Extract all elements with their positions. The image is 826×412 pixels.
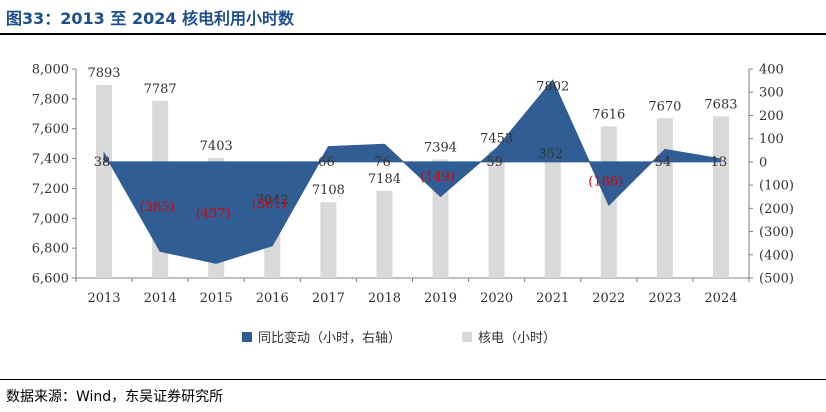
left-tick-label: 7,600 (32, 122, 69, 137)
x-tick-label: 2024 (704, 291, 737, 306)
x-tick-label: 2017 (312, 291, 345, 306)
bar-value-label: 7893 (87, 66, 120, 81)
x-tick-label: 2019 (424, 291, 457, 306)
figure-title: 图33：2013 至 2024 核电利用小时数 (6, 9, 295, 28)
bar-nuclear-hours (376, 190, 393, 278)
x-tick-label: 2018 (368, 291, 401, 306)
bar-value-label: 7042 (256, 193, 289, 208)
x-tick-label: 2013 (87, 291, 120, 306)
x-tick-label: 2016 (256, 291, 289, 306)
area-yoy-change (103, 79, 722, 264)
right-tick-label: (400) (759, 248, 794, 263)
bar-nuclear-hours (712, 116, 729, 278)
bar-nuclear-hours (96, 84, 113, 278)
right-tick-label: 200 (759, 109, 784, 124)
x-tick-label: 2022 (592, 291, 625, 306)
left-tick-label: 7,800 (32, 92, 69, 107)
right-tick-label: (200) (759, 202, 794, 217)
left-tick-label: 6,800 (32, 242, 69, 257)
data-label-layer: 7893 7787 7403 7042 7108 7184 7394 7453 7802 7616… (87, 66, 737, 222)
bar-value-label: 7403 (200, 139, 233, 154)
x-tick-label: 2015 (200, 291, 233, 306)
area-value-label: 352 (538, 147, 563, 162)
left-tick-label: 6,600 (32, 272, 69, 287)
area-value-label: 13 (711, 155, 728, 170)
left-tick-label: 7,000 (32, 212, 69, 227)
x-tick-label: 2023 (648, 291, 681, 306)
area-value-label: (385) (140, 200, 175, 215)
bar-value-label: 7108 (312, 183, 345, 198)
area-value-label: 76 (374, 155, 391, 170)
area-value-label: (186) (588, 175, 623, 190)
legend: 同比变动（小时，右轴） 核电（小时） (242, 330, 556, 346)
right-tick-label: 300 (759, 86, 784, 101)
left-tick-label: 7,200 (32, 182, 69, 197)
legend-label-yoy: 同比变动（小时，右轴） (258, 330, 401, 346)
area-value-label: 66 (318, 155, 335, 170)
area-value-label: (437) (196, 207, 231, 222)
bar-value-label: 7787 (144, 82, 177, 97)
left-tick-label: 7,400 (32, 152, 69, 167)
right-tick-label: 400 (759, 63, 784, 78)
right-tick-label: 100 (759, 132, 784, 147)
bar-value-label: 7453 (480, 132, 513, 147)
bar-value-label: 7683 (704, 97, 737, 112)
area-value-label: (361) (252, 197, 287, 212)
bar-value-label: 7802 (536, 80, 569, 95)
right-tick-label: (500) (759, 272, 794, 287)
x-tick-label: 2020 (480, 291, 513, 306)
legend-swatch-nuclear (462, 332, 472, 342)
legend-label-nuclear: 核电（小时） (478, 331, 556, 346)
source-note: 数据来源：Wind，东吴证券研究所 (6, 389, 224, 405)
bar-value-label: 7394 (424, 140, 457, 155)
top-rule (0, 33, 826, 35)
bar-nuclear-hours (656, 118, 673, 278)
area-value-label: 59 (486, 155, 503, 170)
right-tick-label: (100) (759, 179, 794, 194)
legend-swatch-yoy (242, 332, 252, 342)
bar-nuclear-hours (320, 202, 337, 278)
area-value-label: (149) (420, 170, 455, 185)
axis-layer: 6,600 6,800 7,000 7,200 7,400 7,600 7,800 8,000… (32, 63, 794, 307)
right-tick-label: (300) (759, 225, 794, 240)
bar-value-label: 7670 (648, 99, 681, 114)
bar-nuclear-hours (488, 150, 505, 278)
right-tick-label: 0 (759, 155, 767, 170)
bar-value-label: 7184 (368, 172, 401, 187)
area-value-label: 38 (94, 155, 111, 170)
area-layer (103, 79, 722, 264)
x-tick-label: 2014 (144, 291, 177, 306)
x-tick-label: 2021 (536, 291, 569, 306)
left-tick-label: 8,000 (32, 63, 69, 78)
area-value-label: 54 (655, 155, 672, 170)
bar-value-label: 7616 (592, 107, 625, 122)
bottom-rule (0, 379, 826, 380)
